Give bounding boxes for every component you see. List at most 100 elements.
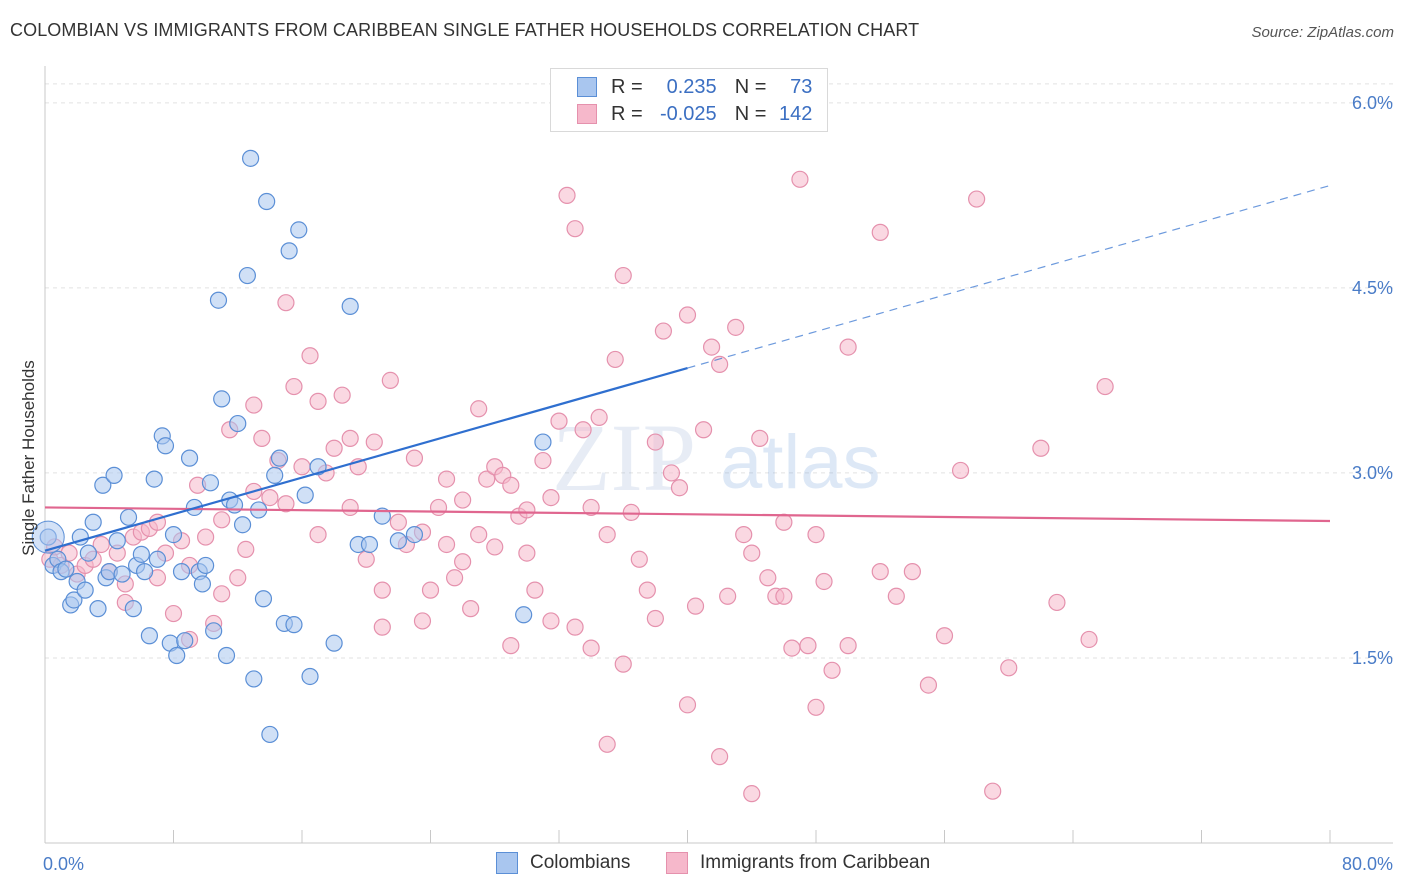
caribbean-point — [1032, 439, 1050, 457]
caribbean-point — [614, 655, 632, 673]
colombian-point — [108, 532, 126, 550]
colombian-point — [180, 449, 199, 467]
colombian-point — [172, 563, 191, 581]
series-legend: Colombians Immigrants from Caribbean — [0, 852, 1406, 878]
caribbean-point — [711, 748, 729, 766]
colombian-point — [405, 525, 424, 544]
caribbean-point — [213, 511, 231, 529]
caribbean-point — [903, 563, 921, 581]
y-tick-label: 4.5% — [1352, 278, 1393, 298]
colombian-point — [132, 545, 150, 563]
x-tick-label-max: 80.0% — [1342, 854, 1393, 874]
caribbean-point — [285, 377, 303, 396]
caribbean-point — [341, 498, 359, 517]
y-tick-labels: 1.5% 3.0% 4.5% 6.0% — [1352, 93, 1393, 668]
colombian-point — [57, 560, 75, 578]
caribbean-point — [702, 338, 721, 356]
caribbean-point — [237, 540, 255, 559]
caribbean-point — [373, 581, 391, 599]
caribbean-point — [325, 439, 343, 457]
colombian-point — [233, 516, 252, 534]
colombians-legend-swatch — [496, 852, 518, 874]
caribbean-point — [341, 429, 359, 447]
legend-n-label: N = — [734, 102, 767, 125]
caribbean-point — [887, 587, 905, 605]
caribbean-point — [582, 498, 600, 517]
y-tick-label: 1.5% — [1352, 648, 1393, 668]
caribbean-point — [630, 550, 648, 568]
colombian-point — [325, 634, 343, 652]
colombian-point — [213, 390, 231, 408]
legend-r-value-caribbean: -0.025 — [659, 102, 717, 125]
colombian-point — [89, 600, 107, 618]
caribbean-point — [815, 572, 833, 591]
caribbean-swatch — [577, 104, 597, 124]
colombian-points — [31, 149, 552, 744]
caribbean-point — [574, 421, 592, 439]
caribbean-point — [357, 550, 375, 568]
colombian-point — [148, 550, 167, 568]
caribbean-point — [582, 639, 600, 657]
caribbean-point — [470, 400, 488, 418]
colombian-trend-line — [44, 367, 688, 552]
caribbean-point — [951, 461, 970, 480]
colombian-point — [270, 449, 289, 467]
colombian-point — [285, 616, 303, 634]
legend-item-caribbean[interactable]: Immigrants from Caribbean — [666, 852, 930, 874]
watermark-zip: ZIP — [552, 404, 696, 511]
caribbean-point — [871, 223, 889, 241]
colombian-point — [201, 474, 220, 492]
caribbean-point — [486, 538, 504, 556]
caribbean-point — [445, 569, 464, 587]
colombian-point — [266, 466, 284, 484]
caribbean-point — [807, 525, 825, 544]
caribbean-point — [686, 597, 705, 615]
caribbean-point — [638, 581, 656, 599]
caribbean-point — [462, 600, 480, 618]
caribbean-point — [429, 498, 448, 517]
caribbean-point — [566, 618, 584, 636]
colombian-point — [360, 535, 379, 554]
chart-title: COLOMBIAN VS IMMIGRANTS FROM CARIBBEAN S… — [10, 20, 920, 40]
colombian-point-cluster — [31, 520, 65, 554]
caribbean-point — [871, 563, 889, 581]
axes — [44, 66, 1393, 844]
caribbean-point — [984, 782, 1002, 800]
stats-legend: R = 0.235 N = 73 R = -0.025 N = 142 — [550, 68, 828, 132]
caribbean-point — [454, 491, 472, 509]
caribbean-point — [437, 470, 456, 488]
colombian-point — [258, 192, 276, 211]
caribbean-point — [405, 449, 424, 467]
colombian-point — [217, 646, 236, 665]
caribbean-trend-line — [44, 506, 1331, 523]
caribbean-point — [437, 535, 456, 554]
colombian-trend-extension — [687, 184, 1331, 369]
legend-item-colombians[interactable]: Colombians — [496, 852, 630, 874]
caribbean-point — [654, 322, 673, 340]
caribbean-point — [968, 190, 986, 208]
caribbean-point — [791, 170, 809, 188]
caribbean-point — [839, 637, 857, 655]
colombian-point — [296, 486, 314, 504]
caribbean-point — [333, 386, 351, 404]
caribbean-point — [735, 525, 753, 544]
colombian-point — [65, 591, 83, 609]
caribbean-point — [309, 392, 327, 410]
caribbean-point — [389, 513, 407, 531]
caribbean-point — [502, 476, 520, 494]
caribbean-point — [92, 535, 110, 554]
caribbean-point — [558, 186, 576, 204]
caribbean-point — [542, 612, 560, 630]
caribbean-point — [775, 587, 793, 605]
colombian-point — [534, 433, 552, 451]
colombian-point — [119, 508, 138, 526]
caribbean-point — [1000, 659, 1018, 677]
caribbean-point — [743, 785, 761, 803]
colombian-point — [124, 600, 142, 618]
caribbean-point — [646, 609, 664, 628]
colombian-point — [280, 242, 298, 260]
caribbean-point — [381, 371, 399, 389]
caribbean-point — [935, 627, 954, 645]
caribbean-point — [662, 464, 681, 482]
colombian-point — [341, 297, 359, 315]
